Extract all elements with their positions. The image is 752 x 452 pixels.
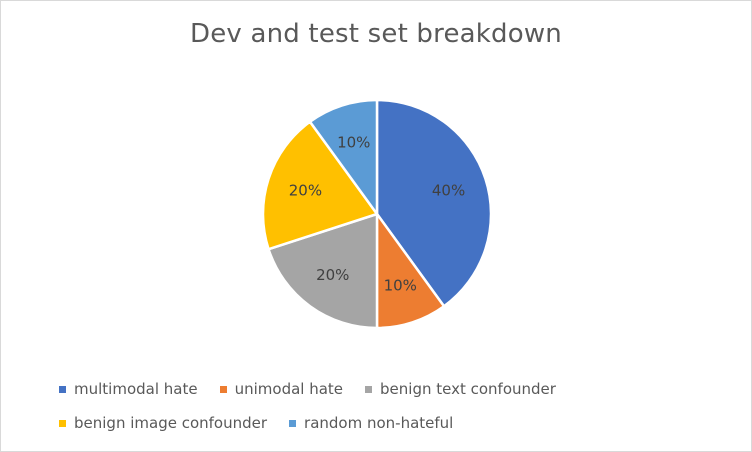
legend-label: benign image confounder: [74, 414, 268, 432]
legend-item-benign-text-confounder: benign text confounder: [365, 380, 556, 398]
legend-swatch: [219, 385, 227, 393]
data-label-benign-text-confounder: 20%: [316, 266, 349, 284]
legend-swatch: [59, 419, 66, 427]
pie-slice-benign-text-confounder: [267, 212, 379, 330]
legend-item-multimodal-hate: multimodal hate: [59, 380, 198, 398]
legend-row: multimodal hate unimodal hate benign tex…: [59, 379, 719, 399]
legend-item-unimodal-hate: unimodal hate: [219, 380, 344, 398]
legend: multimodal hate unimodal hate benign tex…: [59, 379, 719, 447]
legend-swatch: [59, 385, 66, 393]
legend-row: benign image confounder random non-hatef…: [59, 413, 719, 433]
legend-label: multimodal hate: [74, 380, 198, 398]
legend-swatch: [365, 385, 373, 393]
legend-label: random non-hateful: [304, 414, 454, 432]
pie-slice-random-non-hateful: [308, 98, 379, 216]
pie-slice-benign-image-confounder: [261, 120, 379, 251]
data-label-benign-image-confounder: 20%: [289, 182, 322, 200]
data-label-random-non-hateful: 10%: [337, 133, 370, 151]
legend-item-random-non-hateful: random non-hateful: [289, 414, 453, 432]
legend-label: unimodal hate: [234, 380, 344, 398]
data-label-multimodal-hate: 40%: [432, 182, 465, 200]
legend-label: benign text confounder: [380, 380, 556, 398]
legend-swatch: [289, 419, 297, 427]
pie-slice-multimodal-hate: [375, 98, 493, 308]
chart-title: Dev and test set breakdown: [189, 19, 562, 49]
data-label-unimodal-hate: 10%: [384, 277, 417, 295]
legend-item-benign-image-confounder: benign image confounder: [59, 414, 267, 432]
pie-slice-unimodal-hate: [375, 212, 446, 330]
